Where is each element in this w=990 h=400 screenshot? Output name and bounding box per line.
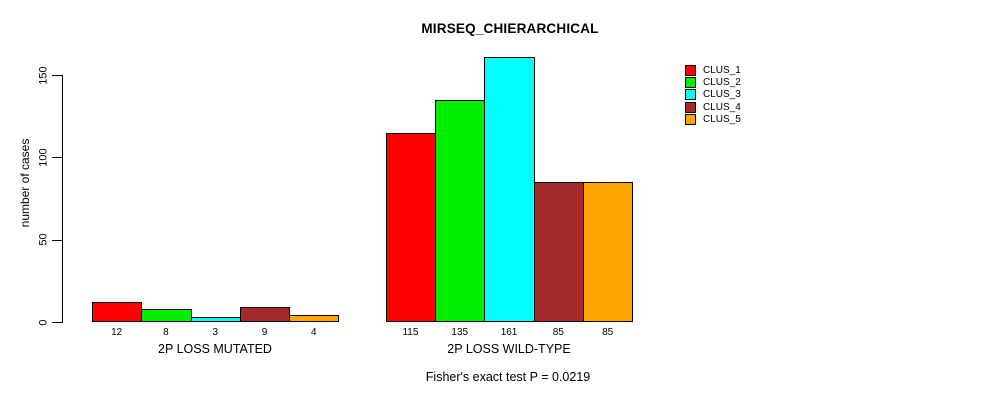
x-group-label-mutated: 2P LOSS MUTATED xyxy=(158,342,272,356)
bar-value-label: 135 xyxy=(451,327,469,338)
x-group-label-wild-type: 2P LOSS WILD-TYPE xyxy=(447,342,571,356)
bar-CLUS_5 xyxy=(289,315,340,322)
bar-value-label: 3 xyxy=(212,327,219,338)
legend-label: CLUS_2 xyxy=(703,76,741,88)
bar-value-label: 9 xyxy=(261,327,268,338)
fisher-test-annotation: Fisher's exact test P = 0.0219 xyxy=(425,370,591,384)
legend-swatch xyxy=(685,113,696,125)
legend-item: CLUS_4 xyxy=(685,101,741,113)
bar-value-label: 85 xyxy=(552,327,564,338)
bar-CLUS_4 xyxy=(533,182,584,322)
y-axis-label: number of cases xyxy=(18,138,32,228)
bar-value-label: 115 xyxy=(402,327,419,338)
bar-CLUS_3 xyxy=(190,317,241,322)
y-tick-label: 150 xyxy=(37,65,50,85)
y-tick-label: 100 xyxy=(37,148,50,167)
legend-swatch xyxy=(685,76,696,88)
bar-CLUS_1 xyxy=(385,132,437,322)
legend-item: CLUS_5 xyxy=(685,113,741,125)
bar-CLUS_2 xyxy=(141,308,192,322)
legend-label: CLUS_4 xyxy=(703,101,741,113)
legend: CLUS_1 CLUS_2 CLUS_3 CLUS_4 CLUS_5 xyxy=(685,64,741,126)
y-tick-label: 50 xyxy=(37,233,50,246)
bar-value-label: 8 xyxy=(163,327,169,338)
y-tick-label: 0 xyxy=(37,318,50,326)
legend-item: CLUS_1 xyxy=(685,64,741,76)
bar-value-label: 12 xyxy=(111,327,123,338)
y-axis-line xyxy=(62,75,63,323)
bar-CLUS_2 xyxy=(435,99,486,322)
legend-swatch xyxy=(685,89,696,101)
bar-CLUS_3 xyxy=(484,56,535,322)
legend-item: CLUS_3 xyxy=(685,89,741,101)
legend-swatch xyxy=(685,101,696,113)
bar-value-label: 85 xyxy=(602,327,614,338)
legend-label: CLUS_5 xyxy=(703,113,741,125)
bar-value-label: 161 xyxy=(500,327,518,338)
bar-CLUS_1 xyxy=(92,302,143,322)
bar-value-label: 4 xyxy=(311,327,317,338)
legend-swatch xyxy=(685,64,696,76)
chart-title: MIRSEQ_CHIERARCHICAL xyxy=(421,21,599,36)
bar-CLUS_5 xyxy=(583,182,634,322)
legend-item: CLUS_2 xyxy=(685,76,741,88)
bar-CLUS_4 xyxy=(239,307,291,322)
legend-label: CLUS_1 xyxy=(703,64,741,76)
legend-label: CLUS_3 xyxy=(703,89,741,101)
